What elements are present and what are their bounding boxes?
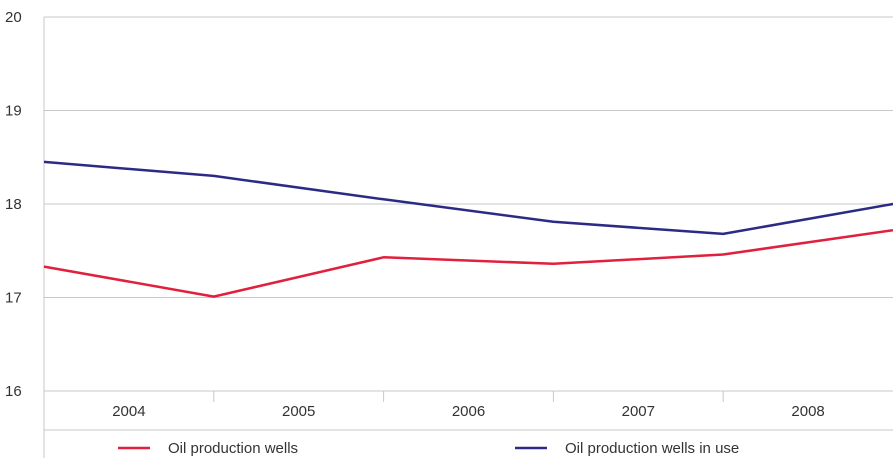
y-tick-label: 16: [5, 383, 22, 400]
x-tick-label: 2008: [791, 403, 824, 420]
x-tick-label: 2007: [622, 403, 655, 420]
series-line-oil-production-wells: [43, 228, 893, 298]
series-lines: [43, 160, 893, 298]
y-tick-label: 17: [5, 290, 22, 307]
y-tick-label: 19: [5, 103, 22, 120]
grid-lines: [44, 16, 893, 392]
x-tick-label: 2005: [282, 403, 315, 420]
x-tick-label: 2004: [112, 403, 145, 420]
y-axis: 16 17 18 19 20: [5, 9, 45, 458]
x-axis: 2004 2005 2006 2007 2008: [44, 391, 893, 431]
x-tick-label: 2006: [452, 403, 485, 420]
legend: Oil production wells Oil production well…: [118, 440, 739, 457]
legend-label-oil-production-wells-in-use: Oil production wells in use: [565, 440, 739, 457]
series-line-oil-production-wells-in-use: [43, 160, 893, 236]
y-tick-label: 20: [5, 9, 22, 26]
y-tick-label: 18: [5, 196, 22, 213]
legend-label-oil-production-wells: Oil production wells: [168, 440, 298, 457]
